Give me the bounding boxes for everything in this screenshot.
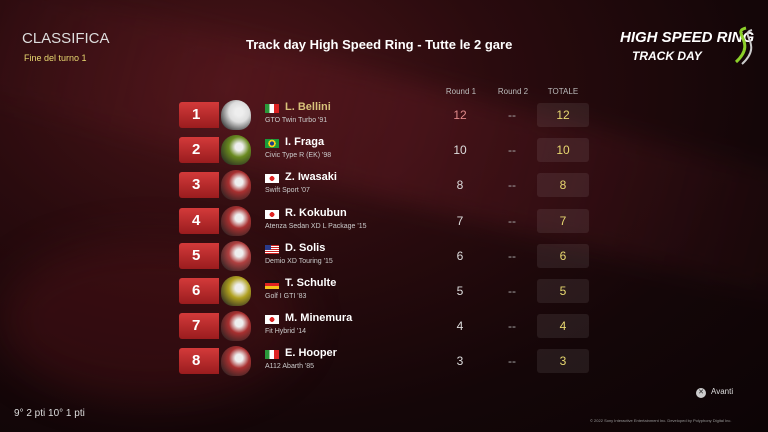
driver-name: I. Fraga — [285, 136, 325, 149]
car-name: A112 Abarth '85 — [265, 363, 315, 371]
helmet-icon — [221, 346, 251, 377]
logo-text-top: HIGH SPEED RING — [620, 29, 755, 46]
column-header-round2: Round 2 — [497, 87, 529, 96]
logo-text-bottom: TRACK DAY — [632, 49, 703, 63]
flag-japan-icon — [265, 315, 279, 325]
standings-row: 7 M. Minemura Fit Hybrid '14 4 -- 4 — [179, 311, 599, 342]
total-points: 7 — [537, 208, 589, 233]
helmet-icon — [221, 100, 251, 130]
column-header-round1: Round 1 — [445, 87, 477, 96]
high-speed-ring-logo: HIGH SPEED RING TRACK DAY — [620, 26, 755, 65]
round1-points: 10 — [453, 143, 467, 158]
car-name: GTO Twin Turbo '91 — [265, 117, 328, 124]
round2-points: -- — [508, 284, 516, 298]
next-label: Avanti — [711, 387, 734, 396]
driver-name: L. Bellini — [285, 101, 331, 113]
other-positions: 9° 2 pti 10° 1 pti — [14, 408, 85, 419]
column-header-total: TOTALE — [547, 87, 579, 96]
round1-points: 3 — [456, 354, 464, 369]
section-title: CLASSIFICA — [22, 30, 110, 47]
rank-badge: 7 — [179, 313, 219, 340]
rank-badge: 4 — [179, 207, 219, 234]
round1-points: 12 — [453, 108, 467, 122]
round1-points: 8 — [456, 178, 464, 193]
driver-name: M. Minemura — [285, 312, 353, 325]
round-status: Fine del turno 1 — [24, 53, 87, 63]
driver-name: E. Hooper — [285, 347, 337, 360]
standings-row: 4 R. Kokubun Atenza Sedan XD L Package '… — [179, 205, 599, 236]
round1-points: 5 — [456, 284, 464, 298]
driver-name: D. Solis — [285, 241, 326, 254]
total-points: 8 — [537, 173, 589, 198]
flag-japan-icon — [265, 174, 279, 184]
driver-name: Z. Iwasaki — [285, 171, 337, 184]
round2-points: -- — [508, 354, 516, 369]
round2-points: -- — [508, 248, 516, 263]
helmet-icon — [221, 240, 251, 271]
cross-button-icon: ✕ — [696, 388, 706, 398]
helmet-icon — [221, 205, 251, 236]
round2-points: -- — [508, 213, 516, 228]
page-title: Track day High Speed Ring - Tutte le 2 g… — [246, 37, 513, 52]
rank-badge: 3 — [179, 172, 219, 199]
car-name: Atenza Sedan XD L Package '15 — [265, 222, 367, 230]
total-points: 3 — [537, 349, 589, 374]
driver-name: R. Kokubun — [285, 206, 347, 219]
total-points: 6 — [537, 243, 589, 268]
standings-row: 2 I. Fraga Civic Type R (EK) '98 10 -- 1… — [179, 135, 599, 166]
flag-italy-icon — [265, 104, 279, 113]
helmet-icon — [221, 311, 251, 342]
round1-points: 4 — [456, 319, 464, 334]
standings-row: 3 Z. Iwasaki Swift Sport '07 8 -- 8 — [179, 170, 599, 201]
rank-badge: 2 — [179, 137, 219, 164]
helmet-icon — [221, 170, 251, 201]
flag-brazil-icon — [265, 139, 279, 149]
standings-row: 1 L. Bellini GTO Twin Turbo '91 12 -- 12 — [179, 100, 599, 130]
standings-row: 6 T. Schulte Golf I GTI '83 5 -- 5 — [179, 276, 599, 306]
round2-points: -- — [508, 319, 516, 334]
driver-name: T. Schulte — [285, 277, 337, 289]
car-name: Civic Type R (EK) '98 — [265, 152, 332, 160]
car-name: Swift Sport '07 — [265, 187, 310, 195]
flag-usa-icon — [265, 244, 279, 254]
round2-points: -- — [508, 108, 516, 122]
helmet-icon — [221, 135, 251, 166]
total-points: 4 — [537, 314, 589, 339]
standings-row: 5 D. Solis Demio XD Touring '15 6 -- 6 — [179, 240, 599, 271]
copyright: © 2022 Sony Interactive Entertainment In… — [590, 418, 732, 423]
car-name: Fit Hybrid '14 — [265, 328, 307, 336]
total-points: 10 — [537, 138, 589, 163]
next-button[interactable]: ✕ Avanti — [696, 387, 733, 398]
round1-points: 6 — [456, 248, 464, 263]
rank-badge: 8 — [179, 348, 219, 375]
car-name: Golf I GTI '83 — [265, 293, 307, 300]
rank-badge: 5 — [179, 242, 219, 269]
round2-points: -- — [508, 178, 516, 193]
rank-badge: 6 — [179, 278, 219, 304]
rank-badge: 1 — [179, 102, 219, 128]
helmet-icon — [221, 276, 251, 306]
standings-row: 8 E. Hooper A112 Abarth '85 3 -- 3 — [179, 346, 599, 377]
round1-points: 7 — [456, 213, 464, 228]
round2-points: -- — [508, 143, 516, 158]
total-points: 5 — [537, 279, 589, 303]
flag-germany-icon — [265, 280, 279, 289]
car-name: Demio XD Touring '15 — [265, 257, 333, 265]
flag-italy-icon — [265, 350, 279, 360]
flag-japan-icon — [265, 209, 279, 219]
total-points: 12 — [537, 103, 589, 127]
